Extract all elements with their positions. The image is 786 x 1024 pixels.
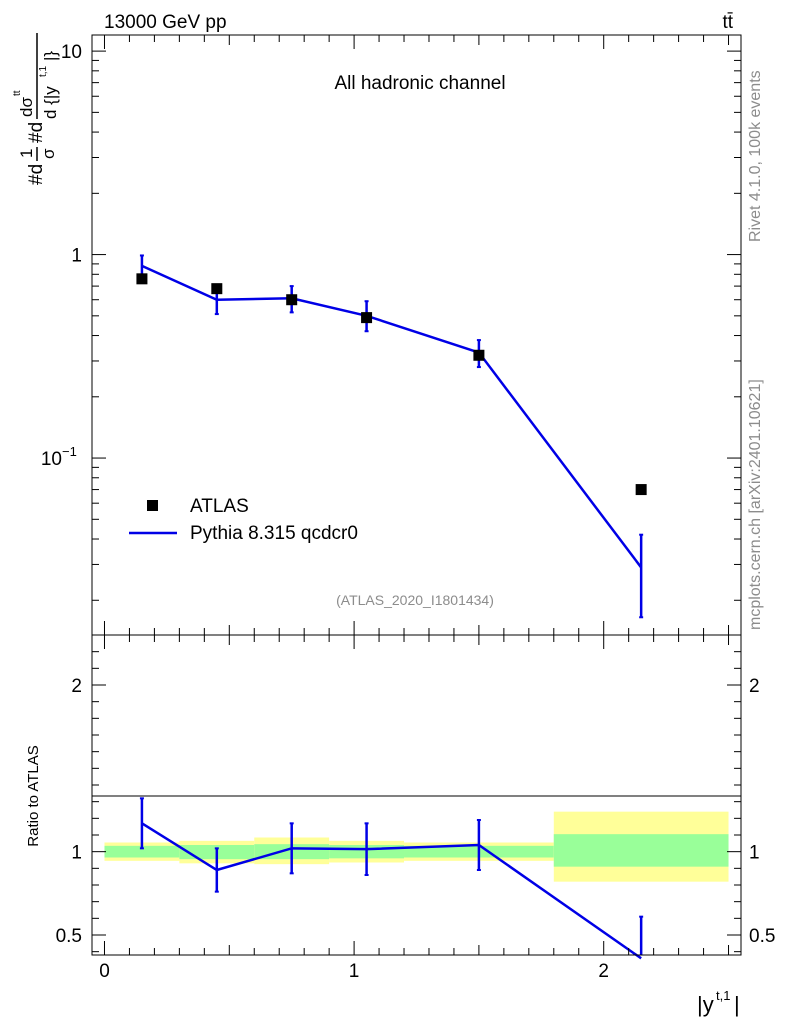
- process-label: tt̄: [722, 12, 733, 33]
- svg-text:|}: |}: [41, 51, 60, 61]
- ratio-y-tick-label-right: 0.5: [749, 926, 775, 947]
- ratio-frame: [91, 634, 742, 956]
- ratio-y-axis-label: Ratio to ATLAS: [25, 745, 42, 846]
- ratio-ticks: 2 2 1 1 0.5 0.5 0 1 2: [56, 634, 775, 982]
- main-y-tick-label: 1: [71, 246, 82, 267]
- pythia-line: [141, 264, 643, 569]
- ratio-y-tick-label-left: 2: [71, 676, 82, 697]
- mcplots-url-label: mcplots.cern.ch [arXiv:2401.10621]: [747, 379, 764, 630]
- atlas-data-point: [286, 294, 298, 306]
- rivet-label: Rivet 4.1.0, 100k events: [747, 70, 764, 242]
- main-y-tick-label: 10: [41, 449, 62, 470]
- ratio-y-tick-label-left: 0.5: [56, 926, 82, 947]
- main-plot-panel: All hadronic channel (ATLAS_2020_I180143…: [12, 33, 742, 636]
- x-tick-label: 2: [598, 961, 609, 982]
- ratio-band-inner: [553, 834, 729, 867]
- ratio-plot-panel: 2 2 1 1 0.5 0.5 0 1 2 Ratio to ATLAS |y t,1 |: [25, 634, 775, 1017]
- atlas-data-point: [473, 349, 485, 361]
- x-tick-label: 0: [99, 961, 110, 982]
- main-frame: [91, 34, 742, 636]
- svg-text:σ: σ: [39, 148, 58, 159]
- svg-text:t,1: t,1: [38, 65, 49, 77]
- legend: ATLAS Pythia 8.315 qcdcr0: [129, 496, 358, 544]
- svg-text:dσ: dσ: [17, 97, 36, 117]
- x-axis-label: |y t,1 |: [697, 988, 740, 1017]
- svg-text:#d: #d: [26, 122, 47, 143]
- energy-label: 13000 GeV pp: [104, 12, 227, 33]
- chart-title: All hadronic channel: [334, 73, 505, 94]
- analysis-id-label: (ATLAS_2020_I1801434): [336, 592, 494, 608]
- svg-text:t,1: t,1: [716, 988, 730, 1003]
- svg-text:1: 1: [17, 149, 36, 158]
- main-y-axis-label: #d 1 σ #d dσ tt d {|y t,1 |}: [12, 33, 60, 185]
- ratio-band-inner: [104, 845, 180, 858]
- svg-text:|: |: [734, 992, 740, 1017]
- legend-pythia-label: Pythia 8.315 qcdcr0: [190, 523, 358, 544]
- ratio-y-tick-label-right: 2: [749, 676, 760, 697]
- ratio-y-tick-label-left: 1: [71, 843, 82, 864]
- legend-atlas-marker: [147, 500, 158, 511]
- main-y-tick-label: 10: [61, 42, 82, 63]
- atlas-data-point: [136, 273, 148, 285]
- x-tick-label: 1: [349, 961, 360, 982]
- main-series-group: [136, 254, 647, 619]
- atlas-data-point: [361, 312, 373, 324]
- ratio-line: [141, 822, 642, 960]
- svg-text:|y: |y: [697, 992, 714, 1017]
- legend-atlas-label: ATLAS: [190, 496, 249, 517]
- svg-text:tt: tt: [12, 90, 23, 96]
- main-y-tick-exponent: −1: [62, 444, 77, 459]
- svg-text:d {|y: d {|y: [41, 86, 60, 119]
- ratio-series-group: [139, 797, 644, 960]
- atlas-data-point: [211, 283, 223, 295]
- svg-text:#d: #d: [26, 164, 47, 185]
- atlas-data-point: [635, 484, 647, 496]
- ratio-y-tick-label-right: 1: [749, 843, 760, 864]
